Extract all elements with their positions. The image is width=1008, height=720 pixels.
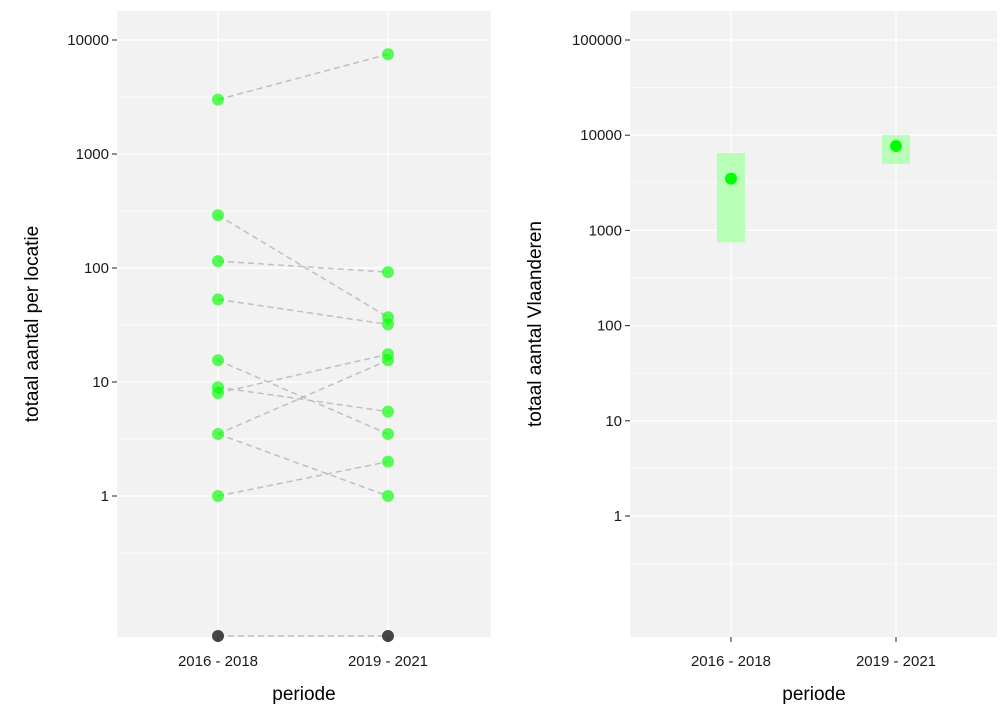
left-data-point bbox=[382, 490, 394, 502]
left-connector-line bbox=[217, 386, 389, 413]
left-plot-background bbox=[117, 11, 491, 637]
right-x-tick-label: 2019 - 2021 bbox=[856, 653, 936, 670]
right-y-tick-label: 10000 bbox=[580, 127, 622, 144]
left-data-point bbox=[382, 318, 394, 331]
left-y-axis-title: totaal aantal per locatie bbox=[22, 226, 43, 422]
left-panel: 1 10 100 1000 10000 2016 - 2018 2019 - 2021 pe… bbox=[22, 11, 491, 705]
left-y-tick-label: 10000 bbox=[67, 32, 109, 49]
left-x-tick-label: 2019 - 2021 bbox=[348, 653, 428, 670]
right-plot-background bbox=[630, 11, 997, 637]
left-data-point bbox=[212, 93, 224, 106]
left-data-point bbox=[382, 427, 394, 440]
left-data-point bbox=[212, 255, 224, 268]
right-y-tick-label: 100000 bbox=[572, 32, 622, 49]
left-data-point bbox=[212, 293, 224, 306]
left-data-point bbox=[382, 354, 394, 367]
left-data-point bbox=[382, 405, 394, 418]
right-panel: 1 10 100 1000 10000 100000 2016 - 2018 2019 - 2… bbox=[525, 11, 997, 705]
left-data-point bbox=[382, 455, 394, 468]
right-y-axis-title: totaal aantal Vlaanderen bbox=[525, 221, 546, 427]
left-y-tick-label: 1000 bbox=[76, 146, 109, 163]
left-connector-line bbox=[217, 260, 389, 273]
right-gridlines bbox=[630, 11, 997, 637]
left-y-tick-label: 10 bbox=[92, 374, 109, 391]
left-y-tick-label: 100 bbox=[84, 260, 109, 277]
left-data-point bbox=[212, 427, 224, 440]
left-connector-line bbox=[217, 433, 389, 497]
left-connector-line bbox=[217, 214, 389, 318]
left-zero-point bbox=[212, 630, 224, 642]
right-range-bar bbox=[717, 153, 745, 243]
right-marks bbox=[717, 135, 910, 243]
left-connector-line bbox=[217, 460, 389, 497]
left-data-point bbox=[212, 209, 224, 222]
left-data-point bbox=[212, 490, 224, 502]
left-connector-line bbox=[217, 359, 389, 435]
left-marks bbox=[212, 48, 394, 642]
left-x-tick-label: 2016 - 2018 bbox=[178, 653, 258, 670]
right-x-axis-title: periode bbox=[782, 684, 845, 705]
left-data-point bbox=[212, 387, 224, 400]
right-y-tick-label: 100 bbox=[597, 318, 622, 335]
right-x-tick-label: 2016 - 2018 bbox=[691, 653, 771, 670]
right-data-point bbox=[890, 140, 902, 153]
right-ticks: 1 10 100 1000 10000 100000 2016 - 2018 2019 - 2… bbox=[572, 32, 936, 670]
right-y-tick-label: 1000 bbox=[589, 222, 622, 239]
left-y-tick-label: 1 bbox=[101, 488, 109, 505]
right-y-tick-label: 1 bbox=[614, 508, 622, 525]
left-gridlines bbox=[117, 11, 491, 637]
left-connector-line bbox=[217, 353, 389, 394]
left-x-axis-title: periode bbox=[272, 684, 335, 705]
left-data-point bbox=[382, 266, 394, 279]
left-data-point bbox=[382, 48, 394, 61]
right-data-point bbox=[725, 172, 737, 185]
left-data-point bbox=[212, 354, 224, 367]
left-connector-line bbox=[217, 298, 389, 326]
right-y-tick-label: 10 bbox=[605, 413, 622, 430]
left-zero-point bbox=[382, 630, 394, 642]
left-ticks: 1 10 100 1000 10000 2016 - 2018 2019 - 2021 bbox=[67, 32, 428, 670]
